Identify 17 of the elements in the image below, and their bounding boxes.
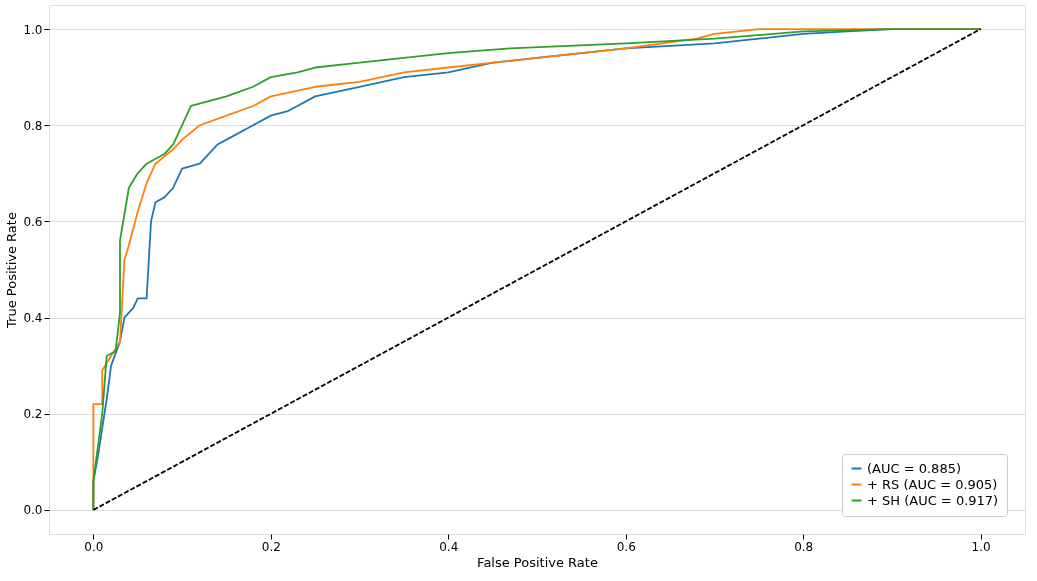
y-tick-label: 0.4 xyxy=(23,311,43,326)
x-tick-label: 0.6 xyxy=(616,539,636,554)
x-tick-label: 0.0 xyxy=(84,539,104,554)
y-tick-label: 0.6 xyxy=(23,214,43,229)
legend-label: + SH (AUC = 0.917) xyxy=(867,492,999,508)
x-tick-label: 1.0 xyxy=(971,539,991,554)
y-tick-label: 0.2 xyxy=(23,407,43,422)
legend-label: + RS (AUC = 0.905) xyxy=(867,476,998,492)
x-tick-label: 0.8 xyxy=(794,539,814,554)
x-tick-label: 0.2 xyxy=(261,539,281,554)
x-axis-title: False Positive Rate xyxy=(477,554,598,570)
y-tick-label: 0.0 xyxy=(23,503,43,518)
y-axis-title: True Positive Rate xyxy=(4,212,20,329)
x-tick-label: 0.4 xyxy=(439,539,459,554)
y-tick-label: 1.0 xyxy=(23,22,43,37)
y-tick-label: 0.8 xyxy=(23,118,43,133)
legend-label: (AUC = 0.885) xyxy=(867,460,962,476)
